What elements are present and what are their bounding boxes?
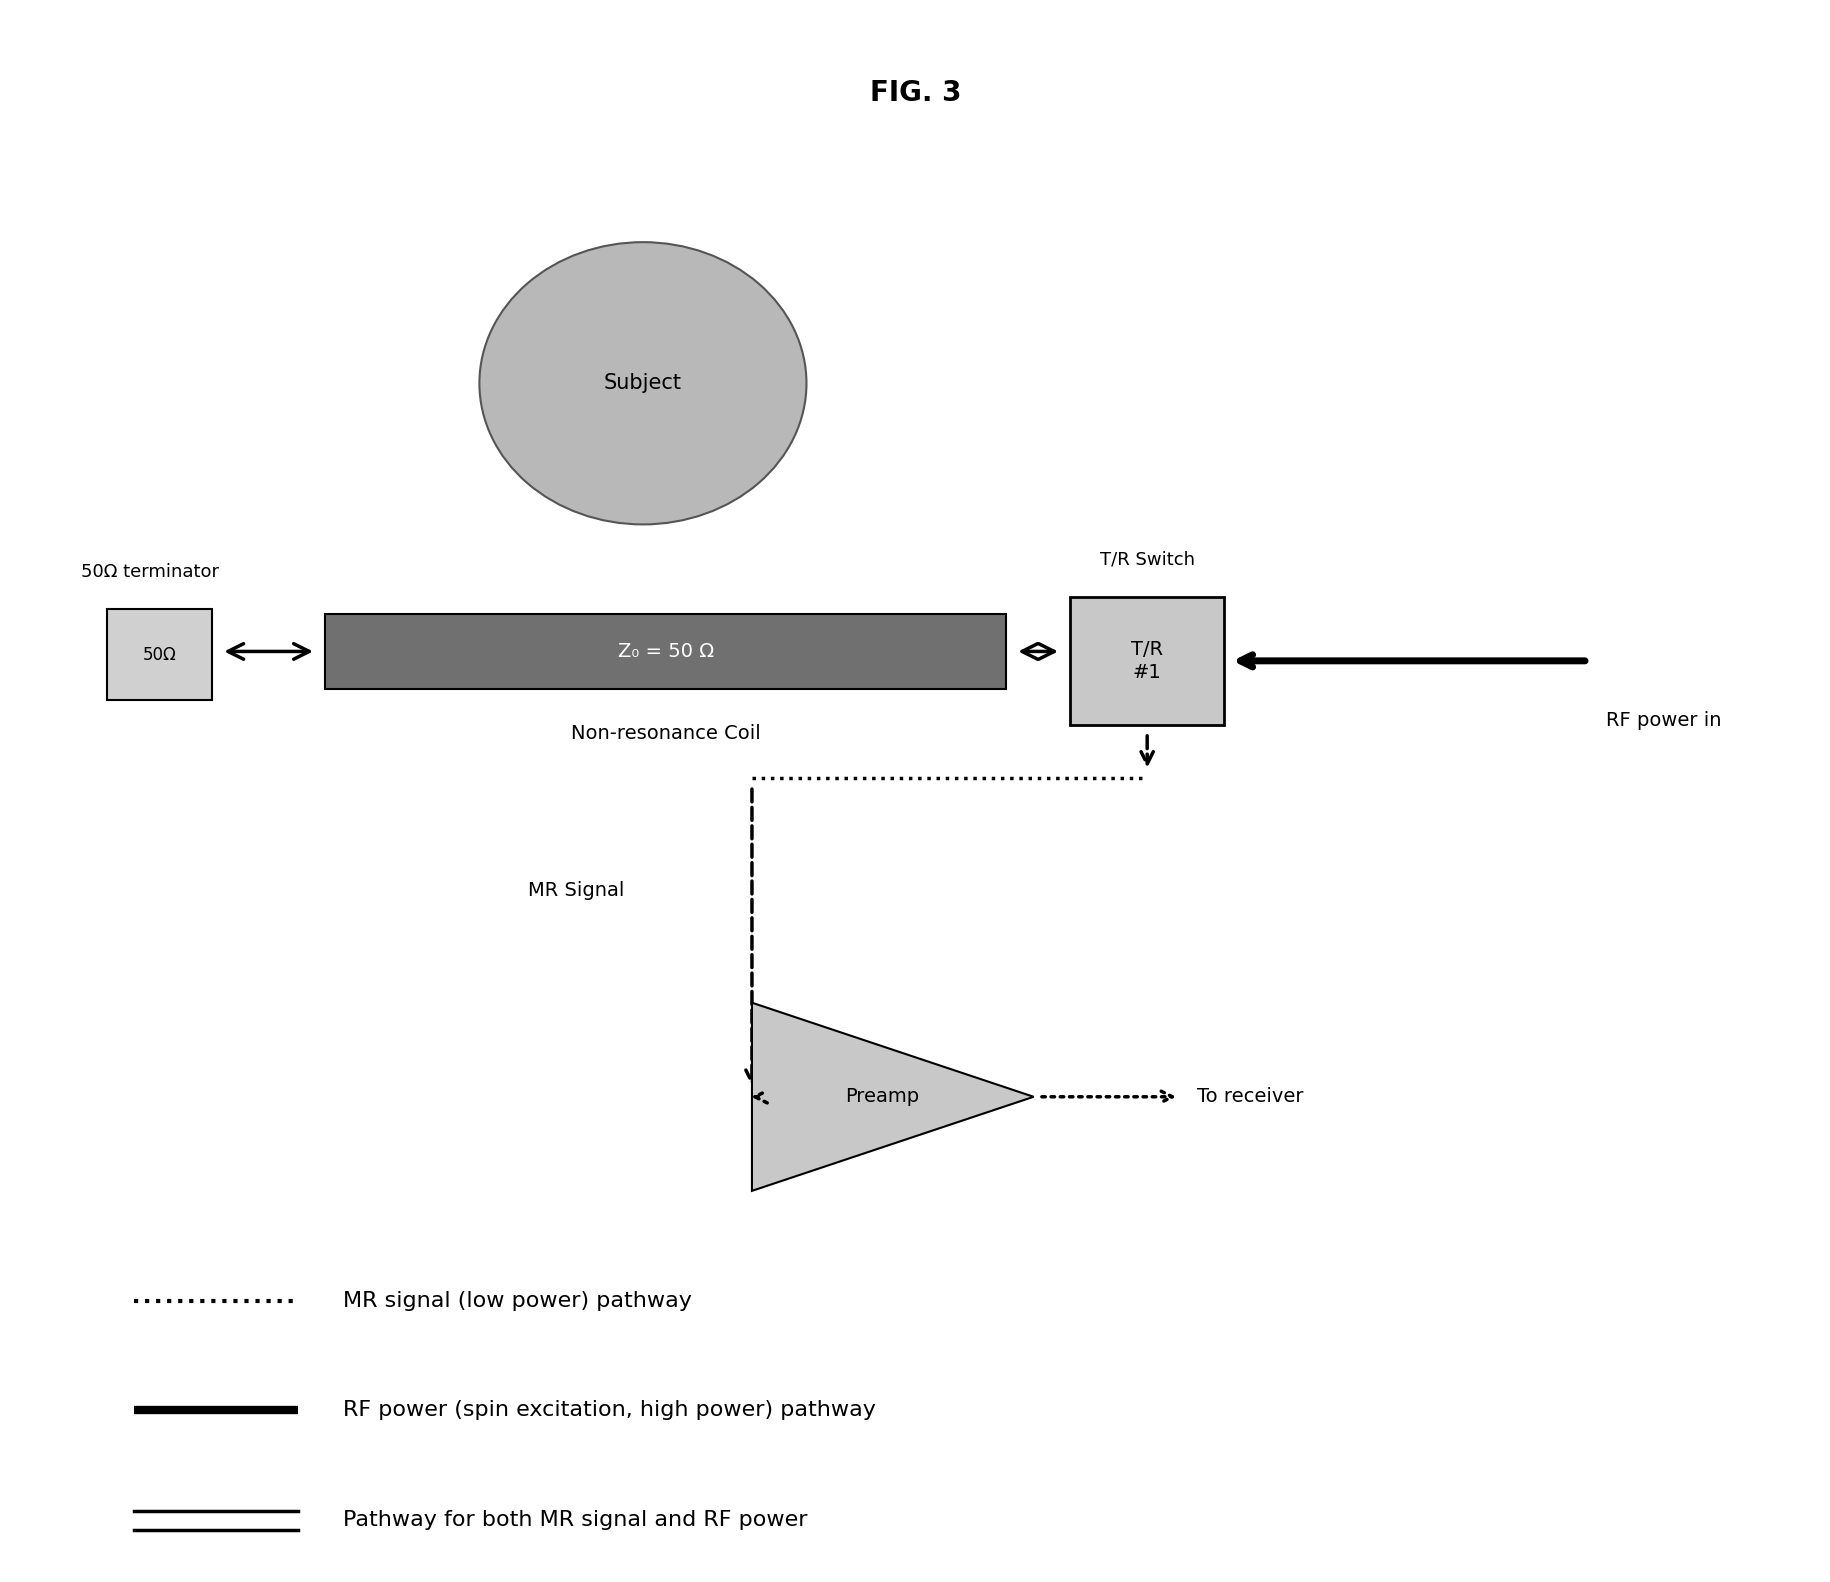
Text: To receiver: To receiver — [1197, 1087, 1303, 1106]
Circle shape — [479, 242, 805, 524]
Text: MR Signal: MR Signal — [529, 881, 624, 900]
Text: Pathway for both MR signal and RF power: Pathway for both MR signal and RF power — [342, 1511, 807, 1530]
Text: 50Ω terminator: 50Ω terminator — [82, 563, 220, 581]
Text: RF power in: RF power in — [1605, 710, 1720, 729]
Bar — [1069, 596, 1224, 725]
Text: 50Ω: 50Ω — [143, 645, 176, 663]
Text: Z₀ = 50 Ω: Z₀ = 50 Ω — [617, 642, 714, 661]
Text: Preamp: Preamp — [845, 1087, 919, 1106]
Text: T/R Switch: T/R Switch — [1100, 551, 1193, 568]
Text: MR signal (low power) pathway: MR signal (low power) pathway — [342, 1291, 692, 1310]
Text: RF power (spin excitation, high power) pathway: RF power (spin excitation, high power) p… — [342, 1400, 875, 1421]
Bar — [106, 609, 212, 701]
Text: Subject: Subject — [604, 373, 681, 394]
Text: T/R
#1: T/R #1 — [1131, 639, 1162, 682]
Bar — [324, 614, 1007, 690]
Polygon shape — [752, 1003, 1034, 1191]
Text: Non-resonance Coil: Non-resonance Coil — [571, 723, 759, 742]
Text: FIG. 3: FIG. 3 — [869, 79, 961, 108]
